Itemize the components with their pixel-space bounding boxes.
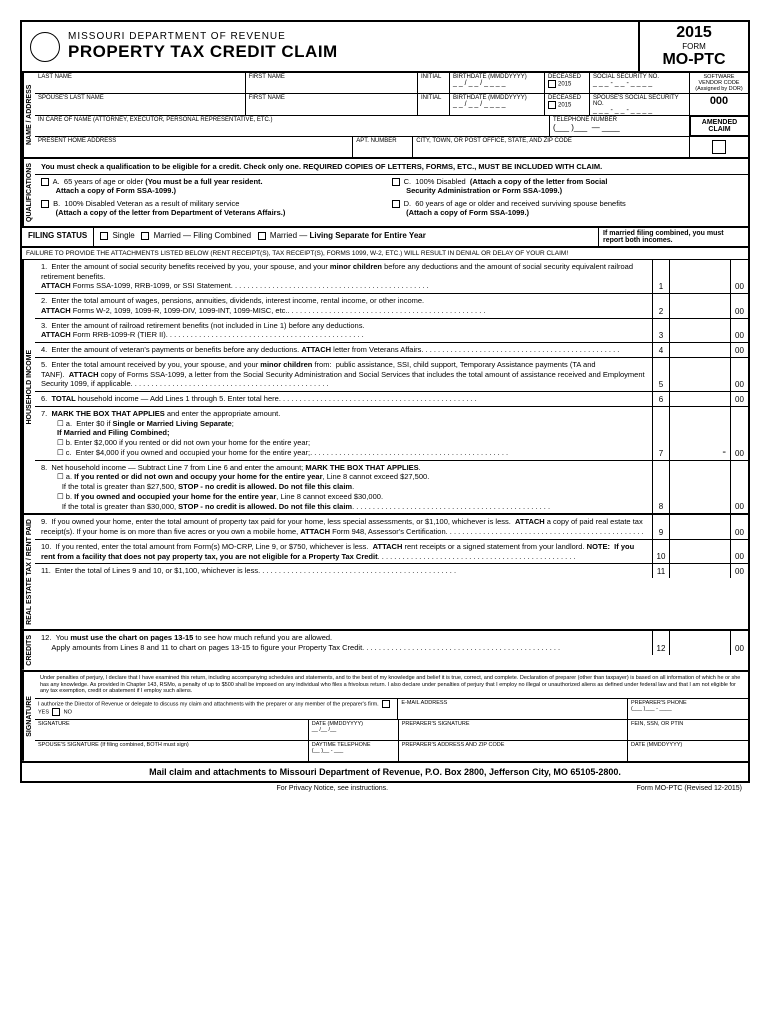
line-8-amount[interactable]	[670, 461, 730, 514]
filing-separate-checkbox[interactable]	[258, 232, 266, 240]
deceased-checkbox[interactable]	[548, 80, 556, 88]
initial-label: INITIAL	[421, 74, 446, 80]
form-revised: Form MO-PTC (Revised 12-2015)	[637, 785, 742, 792]
income-label: HOUSEHOLD INCOME	[22, 260, 35, 514]
line-11: 11. Enter the total of Lines 9 and 10, o…	[35, 564, 652, 578]
authorize-yes-checkbox[interactable]	[382, 700, 390, 708]
perjury-text: Under penalties of perjury, I declare th…	[35, 672, 748, 699]
qual-c-checkbox[interactable]	[392, 178, 400, 186]
mail-address: Mail claim and attachments to Missouri D…	[22, 761, 748, 781]
qual-a-checkbox[interactable]	[41, 178, 49, 186]
tax-year: 2015	[642, 24, 746, 42]
filing-married-checkbox[interactable]	[141, 232, 149, 240]
form-code: MO-PTC	[642, 51, 746, 69]
form-container: MISSOURI DEPARTMENT OF REVENUE PROPERTY …	[20, 20, 750, 783]
daytime-label: DAYTIME TELEPHONE	[312, 742, 371, 748]
state-seal-icon	[30, 32, 60, 62]
fein-label: FEIN, SSN, OR PTIN	[628, 720, 748, 740]
form-label: FORM	[642, 42, 746, 51]
qual-c: C. 100% Disabled (Attach a copy of the l…	[392, 177, 608, 195]
qual-d-checkbox[interactable]	[392, 200, 400, 208]
realestate-label: REAL ESTATE TAX / RENT PAID	[22, 515, 35, 629]
header-row: MISSOURI DEPARTMENT OF REVENUE PROPERTY …	[22, 22, 748, 73]
line-5-amount[interactable]	[670, 358, 730, 391]
filing-note: If married filing combined, you must rep…	[598, 228, 748, 246]
line-7: 7. MARK THE BOX THAT APPLIES and enter t…	[35, 407, 652, 460]
line-11-amount[interactable]	[670, 564, 730, 578]
line-6: 6. TOTAL household income — Add Lines 1 …	[35, 392, 652, 406]
line-12: 12. You must use the chart on pages 13-1…	[35, 631, 652, 655]
line-1: 1. Enter the amount of social security b…	[35, 260, 652, 293]
qual-b-checkbox[interactable]	[41, 200, 49, 208]
line-12-amount[interactable]	[670, 631, 730, 655]
form-title: PROPERTY TAX CREDIT CLAIM	[68, 42, 338, 62]
vendor-code: 000	[691, 95, 747, 107]
signature-label: SIGNATURE	[22, 672, 35, 761]
date-label: DATE (MMDDYYYY)	[312, 721, 363, 727]
line-10: 10. If you rented, enter the total amoun…	[35, 540, 652, 564]
line-5: 5. Enter the total amount received by yo…	[35, 358, 652, 391]
city-label: CITY, TOWN, OR POST OFFICE, STATE, AND Z…	[416, 138, 686, 144]
line-2-amount[interactable]	[670, 294, 730, 318]
line-1-amount[interactable]	[670, 260, 730, 293]
apt-label: APT. NUMBER	[356, 138, 409, 144]
spouse-last-label: SPOUSE'S LAST NAME	[38, 95, 242, 101]
line-4-amount[interactable]	[670, 343, 730, 357]
line-3-amount[interactable]	[670, 319, 730, 343]
line-9-amount[interactable]	[670, 515, 730, 539]
vendor-sub: (Assigned by DOR)	[691, 86, 747, 92]
authorize-no-checkbox[interactable]	[52, 708, 60, 716]
amended-checkbox[interactable]	[712, 140, 726, 154]
failure-note: FAILURE TO PROVIDE THE ATTACHMENTS LISTE…	[22, 248, 748, 260]
line-8: 8. Net household income — Subtract Line …	[35, 461, 652, 514]
spouse-ssn-label: SPOUSE'S SOCIAL SECURITY NO.	[593, 95, 686, 107]
spouse-sig-label: SPOUSE'S SIGNATURE (If filing combined, …	[35, 741, 309, 761]
qual-b: B. 100% Disabled Veteran as a result of …	[41, 199, 285, 217]
qualifications-label: QUALIFICATIONS	[22, 159, 35, 226]
line-6-amount[interactable]	[670, 392, 730, 406]
amended-label: AMENDED CLAIM	[693, 119, 746, 133]
last-name-label: LAST NAME	[38, 74, 242, 80]
line-10-amount[interactable]	[670, 540, 730, 564]
spouse-deceased-checkbox[interactable]	[548, 101, 556, 109]
line-7-amount[interactable]: -	[670, 407, 730, 460]
filing-status-label: FILING STATUS	[22, 228, 94, 246]
qual-d: D. 60 years of age or older and received…	[392, 199, 626, 217]
prep-phone-label: PREPARER'S PHONE	[631, 700, 687, 706]
in-care-label: IN CARE OF NAME (ATTORNEY, EXECUTOR, PER…	[38, 117, 546, 123]
line-4: 4. Enter the amount of veteran's payment…	[35, 343, 652, 357]
credits-label: CREDITS	[22, 631, 35, 670]
prep-sig-label: PREPARER'S SIGNATURE	[399, 720, 628, 740]
line-3: 3. Enter the amount of railroad retireme…	[35, 319, 652, 343]
qual-header: You must check a qualification to be eli…	[35, 159, 748, 175]
vendor-label: SOFTWARE VENDOR CODE	[691, 74, 747, 86]
line-9: 9. If you owned your home, enter the tot…	[35, 515, 652, 539]
sig-label: SIGNATURE	[35, 720, 309, 740]
address-label: PRESENT HOME ADDRESS	[38, 138, 349, 144]
prep-addr-label: PREPARER'S ADDRESS AND ZIP CODE	[399, 741, 628, 761]
dept-name: MISSOURI DEPARTMENT OF REVENUE	[68, 31, 338, 42]
email-label: E-MAIL ADDRESS	[398, 699, 628, 719]
filing-single-checkbox[interactable]	[100, 232, 108, 240]
first-name-label: FIRST NAME	[249, 74, 414, 80]
line-2: 2. Enter the total amount of wages, pens…	[35, 294, 652, 318]
name-address-label: NAME / ADDRESS	[22, 73, 35, 157]
qual-a: A. 65 years of age or older (You must be…	[41, 177, 263, 195]
privacy-notice: For Privacy Notice, see instructions.	[276, 785, 388, 792]
